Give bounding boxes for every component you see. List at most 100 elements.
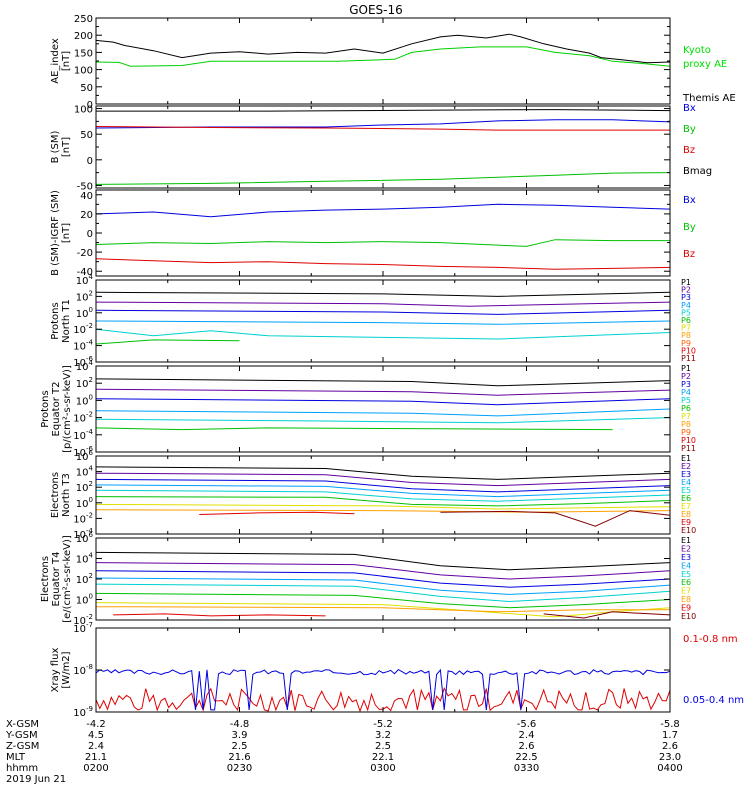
channel-legend-p3: P3 bbox=[681, 293, 691, 302]
series-line-by bbox=[95, 239, 670, 247]
channel-legend-e6: E6 bbox=[681, 578, 691, 587]
series-line-bx bbox=[95, 119, 671, 129]
y-tick-label: 0 bbox=[87, 229, 93, 240]
y-tick-label: 250 bbox=[74, 14, 93, 25]
series-line-bz bbox=[95, 258, 671, 270]
channel-legend-p2: P2 bbox=[681, 372, 691, 381]
x-value-label: 0200 bbox=[83, 763, 108, 774]
x-value-label: 21.1 bbox=[85, 752, 107, 763]
series-line-e4 bbox=[95, 577, 671, 595]
y-tick-label: 102 bbox=[76, 572, 93, 586]
channel-legend-e9: E9 bbox=[681, 518, 691, 527]
series-line-p5 bbox=[95, 417, 671, 424]
x-value-label: -5.8 bbox=[660, 719, 680, 730]
plot-title: GOES-16 bbox=[349, 3, 403, 17]
channel-legend-e4: E4 bbox=[681, 478, 691, 487]
channel-legend-p11: P11 bbox=[681, 354, 696, 363]
x-row-label: Y-GSM bbox=[5, 730, 38, 741]
y-axis-label: Electrons bbox=[50, 472, 61, 518]
series-line-e7 bbox=[95, 602, 671, 618]
series-line-e3 bbox=[95, 570, 671, 588]
panel-xray: 10-7 10-8 10-9 Xray flux [W/m2] 0.1-0.8 nm 0.0… bbox=[50, 621, 744, 719]
channel-legend-e10: E10 bbox=[681, 526, 696, 535]
legend-entry: By bbox=[683, 222, 696, 233]
series-line-p5 bbox=[95, 328, 671, 340]
series-line-p6 bbox=[95, 339, 240, 345]
x-value-label: 22.1 bbox=[372, 752, 394, 763]
y-tick-label: 20 bbox=[80, 210, 93, 221]
series-line-p1 bbox=[95, 291, 671, 297]
y-tick-label: 104 bbox=[76, 552, 94, 566]
x-row-label: hhmm bbox=[6, 763, 38, 774]
x-value-label: -4.8 bbox=[230, 719, 250, 730]
y-tick-label: -50 bbox=[77, 181, 93, 192]
panel-pe: 104 102 100 10-2 10-4 10-6 Protons Equator T2 [p… bbox=[40, 359, 696, 459]
y-tick-label: 104 bbox=[76, 273, 94, 287]
channel-legend-e6: E6 bbox=[681, 494, 691, 503]
channel-legend-e10: E10 bbox=[681, 612, 696, 621]
series-line-e5 bbox=[95, 489, 671, 502]
x-value-label: 2.6 bbox=[519, 741, 535, 752]
series-line-e6 bbox=[95, 592, 671, 609]
panel-frame bbox=[95, 105, 671, 189]
legend-entry: Themis AE bbox=[682, 93, 736, 104]
y-tick-label: 0 bbox=[87, 100, 93, 111]
y-tick-label: -20 bbox=[77, 248, 93, 259]
legend-entry: Bmag bbox=[683, 166, 712, 177]
series-line-e7 bbox=[95, 503, 671, 510]
panel-bsm: -50 0 50 100 B (SM) [nT] Bx By Bz Bmag bbox=[50, 103, 712, 192]
series-line-e10 bbox=[543, 611, 671, 619]
series-line-e8 bbox=[95, 509, 671, 513]
y-tick-label: 50 bbox=[80, 83, 93, 94]
series-line-bx bbox=[95, 203, 671, 218]
series-line-e6 bbox=[95, 496, 671, 507]
x-value-label: 0400 bbox=[657, 763, 682, 774]
y-tick-label: 10-4 bbox=[73, 527, 93, 541]
channel-legend-p1: P1 bbox=[681, 364, 691, 373]
series-line-e5 bbox=[95, 583, 671, 603]
y-tick-label: 106 bbox=[76, 449, 94, 463]
channel-legend-e1: E1 bbox=[681, 536, 691, 545]
panel-frame bbox=[95, 189, 671, 277]
x-value-label: 0230 bbox=[227, 763, 252, 774]
y-tick-label: 10-4 bbox=[73, 339, 93, 353]
legend-entry: Bz bbox=[683, 145, 695, 156]
series-line-by bbox=[95, 172, 671, 185]
y-tick-label: 10-6 bbox=[73, 355, 93, 369]
channel-legend-e7: E7 bbox=[681, 587, 691, 596]
channel-legend-e9: E9 bbox=[681, 604, 691, 613]
channel-legend-e5: E5 bbox=[681, 486, 691, 495]
channel-legend-p7: P7 bbox=[681, 412, 691, 421]
series-line-p3 bbox=[95, 309, 671, 315]
panel-ae: 0 50 100 150 200 250 AE_index [nT] Kyoto proxy AE… bbox=[50, 14, 736, 111]
channel-legend-p5: P5 bbox=[681, 308, 691, 317]
y-tick-label: 150 bbox=[74, 48, 93, 59]
channel-legend-p9: P9 bbox=[681, 339, 691, 348]
series-line-e1 bbox=[95, 466, 671, 480]
series-line-e10 bbox=[440, 510, 671, 527]
y-axis-label: Xray flux bbox=[50, 648, 61, 693]
y-axis-label: B (SM)-IGRF (SM) bbox=[50, 190, 61, 276]
series-line-p2 bbox=[95, 301, 671, 307]
channel-legend-p6: P6 bbox=[681, 316, 691, 325]
legend-entry: 0.05-0.4 nm bbox=[683, 695, 744, 706]
channel-legend-p2: P2 bbox=[681, 286, 691, 295]
x-value-label: 2.4 bbox=[519, 730, 535, 741]
x-value-label: -5.6 bbox=[517, 719, 537, 730]
series-line-e9 bbox=[199, 511, 355, 515]
channel-legend-p4: P4 bbox=[681, 301, 691, 310]
y-tick-label: 40 bbox=[80, 191, 93, 202]
x-value-label: 2.5 bbox=[232, 741, 248, 752]
channel-legend-p8: P8 bbox=[681, 331, 691, 340]
y-tick-label: 10-2 bbox=[73, 613, 93, 627]
y-axis-label: AE_index bbox=[50, 38, 61, 84]
channel-legend-p3: P3 bbox=[681, 380, 691, 389]
y-axis-label: Electrons bbox=[40, 556, 51, 602]
series-line-p4 bbox=[95, 408, 671, 417]
series-line-e1 bbox=[95, 551, 671, 571]
date-label: 2019 Jun 21 bbox=[6, 774, 66, 785]
channel-legend-e8: E8 bbox=[681, 595, 691, 604]
y-axis-label: [e/(cm²-s-sr-keV)] bbox=[62, 535, 73, 623]
y-tick-label: 10-7 bbox=[73, 621, 93, 635]
y-tick-label: 10-9 bbox=[73, 705, 93, 719]
